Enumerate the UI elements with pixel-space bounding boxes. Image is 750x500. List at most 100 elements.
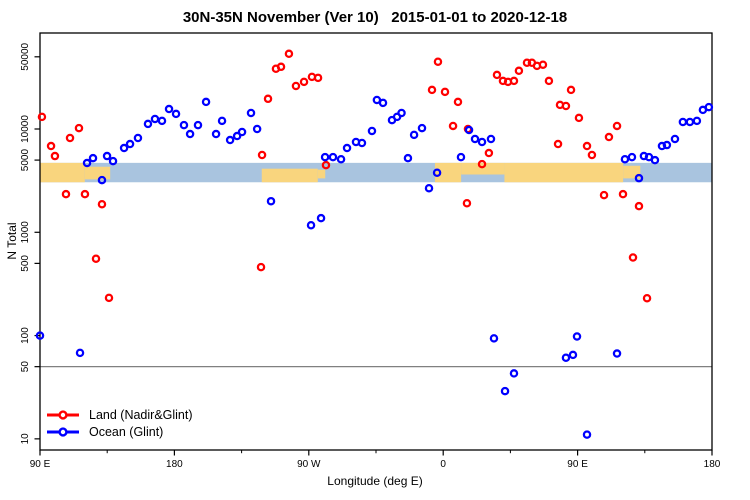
y-tick-label: 50000	[20, 42, 31, 70]
y-tick-label: 50	[20, 361, 31, 373]
data-point-land	[484, 148, 494, 158]
y-tick-label: 5000	[20, 149, 31, 172]
data-point-ocean	[119, 143, 129, 153]
data-point-ocean	[306, 220, 316, 230]
data-point-ocean	[201, 97, 211, 107]
ocean-series-icon	[47, 426, 79, 437]
data-point-ocean	[232, 131, 242, 141]
data-point-land	[477, 159, 487, 169]
data-point-ocean	[75, 348, 85, 358]
data-point-land	[612, 121, 622, 131]
data-point-ocean	[342, 143, 352, 153]
data-point-ocean	[237, 127, 247, 137]
data-point-land	[514, 66, 524, 76]
x-tick-label: 0	[440, 459, 446, 470]
data-point-ocean	[164, 104, 174, 114]
data-point-ocean	[620, 154, 630, 164]
data-point-land	[618, 189, 628, 199]
data-point-land	[582, 141, 592, 151]
data-point-ocean	[367, 126, 377, 136]
data-point-ocean	[316, 213, 326, 223]
data-point-ocean	[417, 123, 427, 133]
data-point-ocean	[704, 102, 714, 112]
data-point-ocean	[568, 350, 578, 360]
data-point-land	[642, 293, 652, 303]
data-point-ocean	[500, 386, 510, 396]
data-point-land	[46, 141, 56, 151]
data-point-ocean	[456, 152, 466, 162]
data-point-land	[453, 97, 463, 107]
data-point-land	[634, 201, 644, 211]
land-strip-segment	[261, 168, 318, 183]
data-point-ocean	[409, 130, 419, 140]
data-point-land	[74, 123, 84, 133]
x-tick-label: 90 W	[297, 459, 321, 470]
data-point-land	[522, 58, 532, 67]
land-series-icon	[47, 409, 79, 420]
data-point-land	[448, 121, 458, 131]
data-point-land	[544, 76, 554, 86]
data-point-land	[599, 190, 609, 200]
data-point-land	[104, 293, 114, 303]
data-point-ocean	[133, 133, 143, 143]
data-point-land	[553, 139, 563, 149]
data-point-ocean	[650, 155, 660, 165]
data-point-ocean	[470, 134, 480, 144]
data-point-land	[97, 199, 107, 209]
y-tick-label: 10	[20, 433, 31, 445]
data-point-ocean	[403, 153, 413, 163]
data-point-ocean	[179, 120, 189, 130]
data-point-ocean	[108, 156, 118, 166]
data-point-land	[604, 132, 614, 142]
data-point-ocean	[125, 139, 135, 149]
data-point-land	[440, 87, 450, 97]
data-point-land	[427, 85, 437, 95]
data-point-ocean	[150, 114, 160, 124]
data-point-ocean	[662, 140, 672, 150]
data-point-ocean	[217, 116, 227, 126]
data-point-ocean	[477, 137, 487, 147]
ocean-legend-circle	[58, 426, 68, 437]
data-point-ocean	[357, 138, 367, 148]
data-point-land	[61, 189, 71, 199]
legend-label-ocean: Ocean (Glint)	[89, 424, 164, 439]
data-point-ocean	[692, 116, 702, 126]
data-point-ocean	[246, 108, 256, 118]
data-point-ocean	[486, 134, 496, 144]
data-point-ocean	[225, 135, 235, 145]
data-point-land	[291, 81, 301, 91]
data-point-ocean	[157, 116, 167, 126]
data-point-land	[538, 60, 548, 69]
land-strip-segment	[461, 162, 505, 175]
data-point-land	[433, 57, 443, 66]
data-point-ocean	[211, 129, 221, 139]
data-point-ocean	[489, 334, 499, 343]
data-point-ocean	[572, 332, 582, 341]
data-point-ocean	[193, 120, 203, 130]
data-point-ocean	[143, 119, 153, 129]
data-point-ocean	[35, 331, 45, 340]
y-tick-label: 500	[20, 255, 31, 272]
data-point-land	[91, 254, 101, 263]
data-point-ocean	[424, 183, 434, 193]
data-point-ocean	[397, 108, 406, 118]
data-point-ocean	[432, 168, 442, 178]
land-strip-segment	[40, 162, 85, 183]
data-point-land	[80, 189, 90, 199]
legend-item-ocean: Ocean (Glint)	[45, 423, 193, 440]
data-point-land	[50, 151, 60, 161]
chart-title: 30N-35N November (Ver 10) 2015-01-01 to …	[182, 9, 568, 26]
data-point-land	[561, 101, 571, 111]
data-point-ocean	[685, 117, 695, 127]
data-point-ocean	[634, 173, 644, 183]
data-point-land	[313, 73, 323, 83]
y-tick-label: 100	[20, 327, 31, 344]
data-point-ocean	[509, 369, 519, 378]
data-point-ocean	[82, 158, 92, 168]
plot-border	[39, 32, 713, 451]
data-point-ocean	[185, 129, 195, 139]
data-point-land	[628, 253, 638, 262]
data-point-land	[65, 133, 75, 143]
